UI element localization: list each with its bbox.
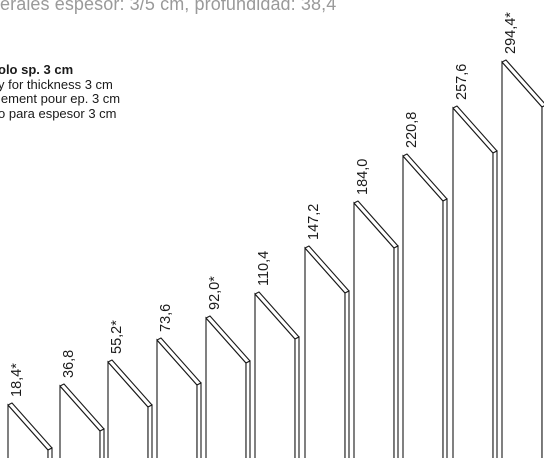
panel-side-edge (47, 447, 53, 458)
panel-side-edge (344, 290, 350, 458)
panel-side-edge (99, 428, 105, 458)
panel-side-edge (196, 382, 202, 458)
note-line-french: lement pour ep. 3 cm (0, 91, 121, 106)
panel-height-label: 184,0 (355, 159, 371, 195)
panel-face (501, 60, 543, 458)
panel-side-edge (492, 150, 498, 458)
panel-face (254, 292, 296, 458)
panel-height-label: 92,0* (207, 276, 223, 310)
panel-face (107, 360, 149, 458)
panel-side-edge (245, 360, 251, 458)
spec-header-text: erales espesor: 3/5 cm, profundidad: 38,… (0, 0, 337, 14)
panel-height-label: 55,2* (109, 320, 125, 354)
panel-height-label: 147,2 (306, 204, 322, 240)
panel-top-edge (501, 59, 544, 108)
panel-height-label: 36,8 (61, 350, 77, 378)
panel-face (7, 403, 49, 458)
panel-side-edge (294, 336, 300, 458)
panel-face (452, 106, 494, 458)
panel-face (402, 154, 444, 458)
panel-height-label: 18,4* (9, 363, 25, 397)
panel-height-label: 220,8 (404, 112, 420, 148)
note-line-spanish: o para espesor 3 cm (0, 105, 117, 121)
panel-side-edge (147, 404, 153, 458)
thickness-note: olo sp. 3 cm y for thickness 3 cm lement… (0, 62, 121, 121)
panel-side-edge (442, 198, 448, 458)
panel-height-label: 294,4* (503, 12, 519, 54)
panel-height-label: 110,4 (256, 251, 272, 286)
note-line-english: y for thickness 3 cm (0, 76, 113, 92)
panel-height-label: 257,6 (454, 64, 470, 100)
panel-height-label: 73,6 (158, 304, 174, 332)
note-line-italian: olo sp. 3 cm (0, 62, 74, 77)
panel-side-edge (393, 245, 399, 458)
